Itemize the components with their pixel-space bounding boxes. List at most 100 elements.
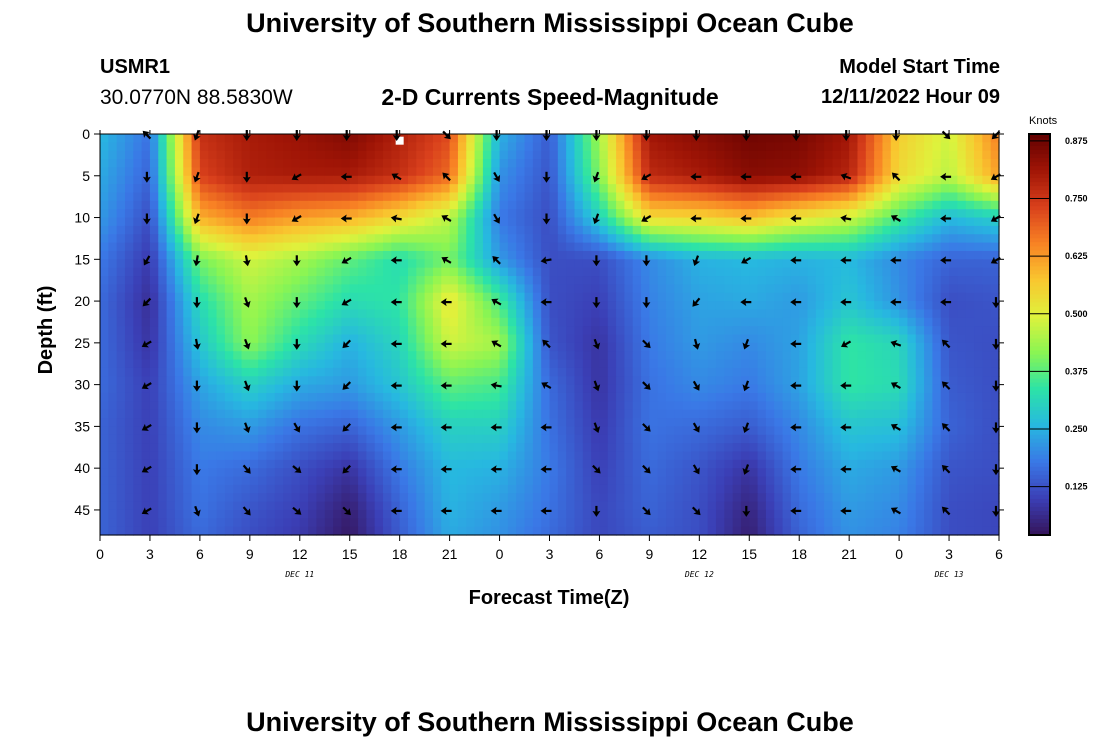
heatmap-cell bbox=[607, 292, 617, 302]
heatmap-cell bbox=[199, 359, 209, 369]
heatmap-cell bbox=[549, 309, 559, 319]
heatmap-cell bbox=[957, 509, 967, 519]
heatmap-cell bbox=[158, 434, 168, 444]
heatmap-cell bbox=[499, 501, 509, 511]
heatmap-cell bbox=[416, 167, 426, 177]
heatmap-cell bbox=[449, 159, 459, 169]
heatmap-cell bbox=[308, 443, 318, 453]
heatmap-cell bbox=[824, 284, 834, 294]
heatmap-cell bbox=[283, 376, 293, 386]
heatmap-cell bbox=[674, 167, 684, 177]
heatmap-cell bbox=[516, 225, 526, 235]
heatmap-cell bbox=[333, 192, 342, 202]
heatmap-cell bbox=[915, 225, 925, 235]
heatmap-cell bbox=[907, 351, 917, 361]
heatmap-cell bbox=[591, 484, 601, 494]
heatmap-cell bbox=[124, 192, 134, 202]
heatmap-cell bbox=[732, 167, 742, 177]
heatmap-cell bbox=[799, 142, 809, 152]
heatmap-cell bbox=[874, 451, 884, 461]
heatmap-cell bbox=[616, 451, 626, 461]
heatmap-cell bbox=[557, 200, 567, 210]
heatmap-cell bbox=[474, 367, 484, 377]
heatmap-cell bbox=[457, 326, 467, 336]
heatmap-cell bbox=[424, 234, 434, 244]
heatmap-cell bbox=[849, 276, 859, 285]
heatmap-cell bbox=[682, 459, 692, 469]
heatmap-cell bbox=[449, 334, 459, 344]
heatmap-cell bbox=[574, 217, 584, 227]
heatmap-cell bbox=[399, 443, 409, 453]
heatmap-cell bbox=[291, 476, 301, 486]
heatmap-cell bbox=[358, 509, 367, 519]
heatmap-cell bbox=[158, 493, 168, 503]
heatmap-cell bbox=[116, 493, 126, 503]
heatmap-cell bbox=[499, 317, 509, 327]
heatmap-cell bbox=[166, 418, 176, 427]
heatmap-cell bbox=[849, 284, 859, 294]
heatmap-cell bbox=[391, 309, 401, 319]
heatmap-cell bbox=[890, 175, 900, 185]
heatmap-cell bbox=[715, 367, 725, 377]
heatmap-cell bbox=[915, 434, 925, 444]
heatmap-cell bbox=[707, 159, 717, 169]
heatmap-cell bbox=[349, 267, 359, 277]
heatmap-cell bbox=[141, 459, 151, 469]
heatmap-cell bbox=[266, 209, 276, 219]
heatmap-cell bbox=[949, 250, 958, 260]
heatmap-cell bbox=[457, 334, 467, 344]
heatmap-cell bbox=[840, 326, 850, 336]
heatmap-cell bbox=[982, 242, 992, 252]
heatmap-cell bbox=[208, 334, 218, 344]
heatmap-cell bbox=[133, 409, 143, 419]
heatmap-cell bbox=[374, 267, 384, 277]
heatmap-cell bbox=[840, 159, 850, 169]
heatmap-cell bbox=[740, 209, 750, 219]
heatmap-cell bbox=[133, 401, 143, 411]
heatmap-cell bbox=[666, 392, 675, 402]
heatmap-cell bbox=[499, 409, 509, 419]
heatmap-cell bbox=[549, 468, 559, 478]
heatmap-cell bbox=[324, 309, 334, 319]
heatmap-cell bbox=[166, 292, 176, 302]
heatmap-cell bbox=[391, 359, 401, 369]
heatmap-cell bbox=[657, 142, 667, 152]
heatmap-cell bbox=[441, 392, 451, 402]
heatmap-cell bbox=[391, 242, 401, 252]
heatmap-cell bbox=[724, 200, 734, 210]
heatmap-cell bbox=[699, 167, 709, 177]
heatmap-cell bbox=[516, 443, 526, 453]
heatmap-cell bbox=[208, 200, 218, 210]
heatmap-cell bbox=[283, 317, 293, 327]
heatmap-cell bbox=[424, 359, 434, 369]
heatmap-cell bbox=[574, 192, 584, 202]
heatmap-cell bbox=[965, 200, 975, 210]
heatmap-cell bbox=[316, 234, 326, 244]
heatmap-cell bbox=[133, 426, 143, 436]
heatmap-cell bbox=[424, 351, 434, 361]
heatmap-cell bbox=[591, 242, 601, 252]
heatmap-cell bbox=[624, 367, 634, 377]
heatmap-cell bbox=[100, 501, 109, 511]
heatmap-cell bbox=[874, 426, 884, 436]
heatmap-cell bbox=[299, 501, 309, 511]
heatmap-cell bbox=[740, 159, 750, 169]
heatmap-cell bbox=[366, 501, 376, 511]
heatmap-cell bbox=[965, 476, 975, 486]
heatmap-cell bbox=[807, 284, 817, 294]
heatmap-cell bbox=[965, 142, 975, 152]
heatmap-cell bbox=[499, 342, 509, 352]
heatmap-cell bbox=[557, 443, 567, 453]
heatmap-cell bbox=[691, 501, 700, 511]
heatmap-cell bbox=[582, 459, 592, 469]
heatmap-cell bbox=[516, 242, 526, 252]
heatmap-cell bbox=[899, 418, 909, 427]
heatmap-cell bbox=[982, 225, 992, 235]
heatmap-cell bbox=[882, 234, 892, 244]
heatmap-cell bbox=[199, 134, 209, 143]
heatmap-cell bbox=[974, 259, 983, 269]
heatmap-cell bbox=[283, 359, 293, 369]
heatmap-cell bbox=[707, 376, 717, 386]
heatmap-cell bbox=[432, 509, 442, 519]
heatmap-cell bbox=[790, 159, 800, 169]
